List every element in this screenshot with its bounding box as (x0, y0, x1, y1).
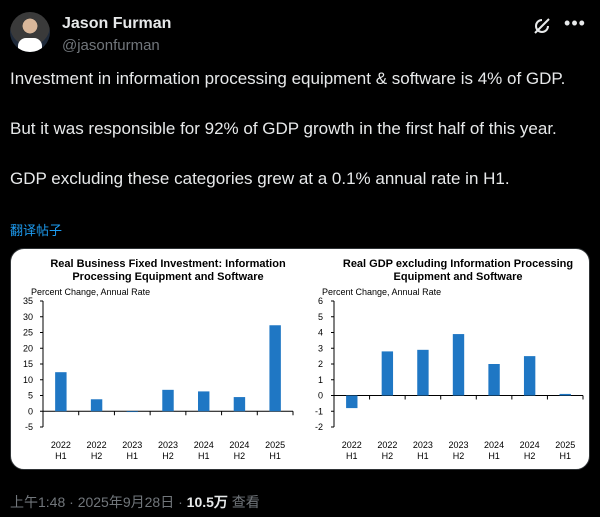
chart-y-tick-label: 1 (318, 375, 323, 385)
chart-x-tick-label-year: 2022 (342, 440, 362, 450)
tweet-paragraph-3: GDP excluding these categories grew at a… (10, 169, 510, 188)
grok-icon[interactable] (532, 16, 552, 36)
chart-y-tick-label: 6 (318, 296, 323, 306)
chart-y-axis-label: Percent Change, Annual Rate (322, 287, 441, 297)
chart-y-tick-label: -2 (315, 422, 323, 432)
chart-x-tick-label-half: H2 (91, 451, 103, 461)
chart-y-tick-label: 25 (23, 328, 33, 338)
chart-bar (126, 411, 138, 413)
chart-y-tick-label: 30 (23, 312, 33, 322)
chart-x-tick-label-year: 2025 (265, 440, 285, 450)
tweet-media-image[interactable]: Real Business Fixed Investment: Informat… (10, 248, 590, 470)
chart-y-tick-label: 20 (23, 343, 33, 353)
chart-x-tick-label-year: 2023 (413, 440, 433, 450)
chart-x-tick-label-year: 2022 (87, 440, 107, 450)
tweet-text: Investment in information processing equ… (10, 66, 590, 191)
chart-y-tick-label: -5 (25, 422, 33, 432)
charts-figure: Real Business Fixed Investment: Informat… (23, 258, 584, 461)
chart-x-tick-label-year: 2023 (158, 440, 178, 450)
chart-x-tick-label-half: H1 (488, 451, 500, 461)
chart-x-tick-label-half: H1 (127, 451, 139, 461)
chart-title-line: Equipment and Software (394, 271, 523, 283)
chart-title-line: Processing Equipment and Software (72, 271, 263, 283)
chart-y-tick-label: 2 (318, 359, 323, 369)
chart-bar (523, 356, 536, 396)
chart-title-line: Real Business Fixed Investment: Informat… (50, 258, 286, 270)
chart-bar (55, 372, 67, 412)
chart-x-tick-label-half: H1 (346, 451, 358, 461)
chart-bar (417, 349, 429, 396)
chart-x-tick-label-half: H1 (198, 451, 210, 461)
chart-bar (90, 399, 103, 412)
post-date[interactable]: 2025年9月28日 (77, 494, 175, 510)
author-handle[interactable]: @jasonfurman (62, 37, 160, 54)
author-name[interactable]: Jason Furman (62, 15, 172, 32)
chart-bar (346, 395, 358, 409)
chart-y-tick-label: 5 (28, 391, 33, 401)
chart-x-tick-label-year: 2024 (520, 440, 540, 450)
more-icon[interactable]: ••• (564, 13, 586, 33)
meta-separator: · (65, 494, 78, 510)
chart-y-tick-label: 5 (318, 312, 323, 322)
chart-bar (452, 334, 465, 396)
tweet-paragraph-2: But it was responsible for 92% of GDP gr… (10, 119, 557, 138)
chart-y-tick-label: 0 (28, 406, 33, 416)
chart-bar (488, 364, 500, 396)
chart-y-tick-label: 4 (318, 328, 323, 338)
post-time[interactable]: 上午1:48 (10, 494, 66, 510)
chart-x-tick-label-half: H2 (162, 451, 174, 461)
chart-x-tick-label-half: H2 (453, 451, 465, 461)
chart-bar (269, 325, 281, 412)
views-label: 查看 (227, 494, 260, 510)
chart-x-tick-label-year: 2022 (377, 440, 397, 450)
translate-post-link[interactable]: 翻译帖子 (10, 223, 63, 238)
chart-x-tick-label-half: H2 (382, 451, 394, 461)
chart-x-tick-label-year: 2024 (194, 440, 214, 450)
chart-bar (162, 389, 174, 412)
chart-bar (198, 391, 210, 412)
chart-x-tick-label-half: H1 (269, 451, 281, 461)
chart-y-tick-label: 0 (318, 391, 323, 401)
chart-bar (381, 351, 394, 396)
chart-x-tick-label-year: 2025 (555, 440, 575, 450)
chart-x-tick-label-year: 2022 (51, 440, 71, 450)
tweet-meta: 上午1:48 · 2025年9月28日 · 10.5万 查看 (10, 492, 260, 512)
chart-bar (559, 393, 571, 396)
chart-y-tick-label: 15 (23, 359, 33, 369)
chart-y-tick-label: -1 (315, 406, 323, 416)
chart-x-tick-label-half: H1 (559, 451, 571, 461)
chart-x-tick-label-year: 2024 (484, 440, 504, 450)
chart-y-tick-label: 10 (23, 375, 33, 385)
chart-x-tick-label-year: 2024 (229, 440, 249, 450)
chart-bar (233, 397, 246, 412)
chart-x-tick-label-year: 2023 (448, 440, 468, 450)
chart-x-tick-label-half: H1 (417, 451, 429, 461)
chart-x-tick-label-year: 2023 (122, 440, 142, 450)
chart-title-line: Real GDP excluding Information Processin… (343, 258, 573, 270)
chart-x-tick-label-half: H1 (55, 451, 67, 461)
chart-y-tick-label: 3 (318, 343, 323, 353)
chart-y-tick-label: 35 (23, 296, 33, 306)
view-count: 10.5万 (186, 494, 228, 510)
meta-separator: · (174, 494, 187, 510)
chart-x-tick-label-half: H2 (524, 451, 536, 461)
avatar[interactable] (10, 12, 50, 52)
tweet-paragraph-1: Investment in information processing equ… (10, 69, 566, 88)
tweet-header: Jason Furman @jasonfurman ••• (10, 10, 590, 56)
chart-x-tick-label-half: H2 (234, 451, 246, 461)
chart-y-axis-label: Percent Change, Annual Rate (31, 287, 150, 297)
